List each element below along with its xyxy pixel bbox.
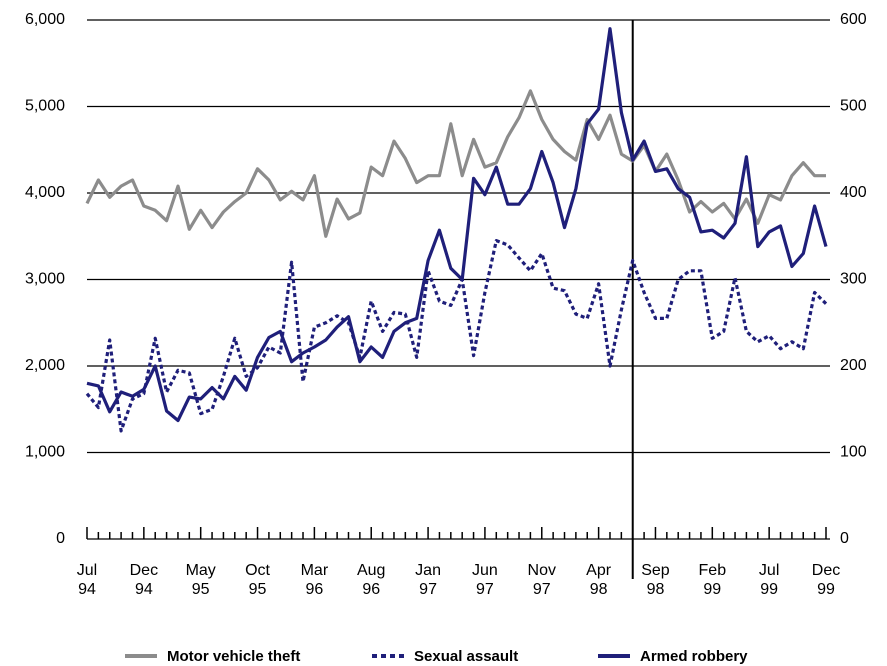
- x-tick-label: Apr 98: [586, 562, 612, 598]
- x-tick-label: Mar 96: [301, 562, 329, 598]
- y2-tick-label: 400: [840, 184, 867, 201]
- x-tick-label: Jul 94: [77, 562, 97, 598]
- y2-tick-label: 600: [840, 11, 867, 28]
- y2-tick-label: 300: [840, 271, 867, 288]
- x-tick-label: Jul 99: [759, 562, 779, 598]
- y-tick-label: 4,000: [25, 184, 65, 201]
- x-tick-label: Jan 97: [415, 562, 441, 598]
- series-line: [85, 239, 828, 433]
- x-tick-label: Dec 99: [812, 562, 840, 598]
- x-tick-label: Sep 98: [641, 562, 670, 598]
- y-tick-label: 1,000: [25, 444, 65, 461]
- series-line: [86, 27, 828, 423]
- x-tick-label: Feb 99: [699, 562, 727, 598]
- y2-tick-label: 0: [840, 530, 849, 547]
- y2-tick-label: 100: [840, 444, 867, 461]
- y2-tick-label: 200: [840, 357, 867, 374]
- y2-tick-label: 500: [840, 98, 867, 115]
- x-tick-label: Dec 94: [130, 562, 158, 598]
- x-tick-label: Jun 97: [472, 562, 498, 598]
- y-tick-label: 5,000: [25, 98, 65, 115]
- y-tick-label: 2,000: [25, 357, 65, 374]
- series-line: [85, 89, 826, 238]
- y-tick-label: 0: [56, 530, 65, 547]
- x-tick-label: May 95: [186, 562, 216, 598]
- y-tick-label: 3,000: [25, 271, 65, 288]
- x-tick-label: Oct 95: [245, 562, 270, 598]
- legend-label: Motor vehicle theft: [167, 648, 300, 665]
- legend: Motor vehicle theft Sexual assault Armed r…: [125, 648, 748, 665]
- y-tick-label: 6,000: [25, 11, 65, 28]
- legend-label: Armed robbery: [640, 648, 748, 665]
- x-tick-label: Nov 97: [528, 562, 556, 598]
- x-tick-label: Aug 96: [357, 562, 385, 598]
- legend-label: Sexual assault: [414, 648, 518, 665]
